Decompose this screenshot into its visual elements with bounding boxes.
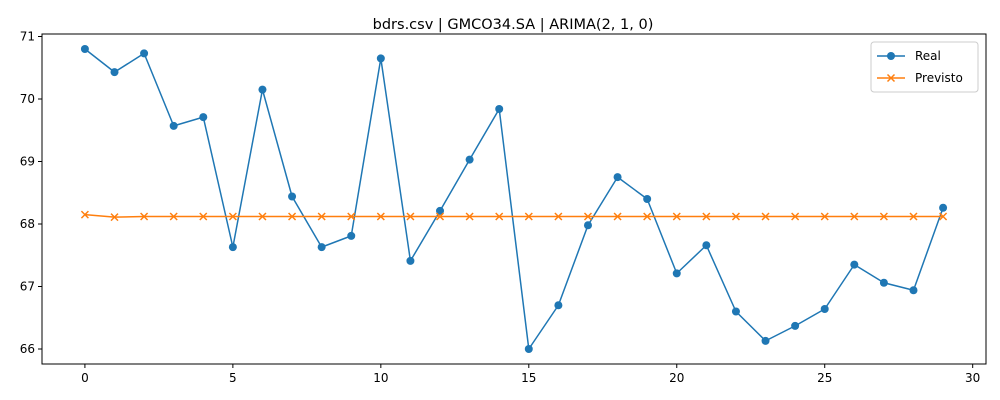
legend: Real Previsto: [870, 41, 979, 93]
data-point-previsto: [110, 213, 119, 222]
data-point-real: [376, 54, 385, 63]
y-tick-label: 66: [20, 342, 35, 356]
data-point-real: [317, 243, 326, 252]
data-point-real: [850, 260, 859, 269]
data-point-previsto: [495, 212, 504, 221]
data-point-real: [140, 49, 149, 58]
data-point-previsto: [672, 212, 681, 221]
y-tick-label: 71: [20, 30, 35, 44]
data-point-real: [199, 113, 208, 122]
data-point-real: [643, 195, 652, 203]
plot-area: [42, 34, 986, 364]
data-point-previsto: [643, 212, 652, 221]
data-point-real: [791, 321, 800, 330]
x-tick-label: 30: [965, 371, 980, 385]
data-point-previsto: [761, 212, 770, 221]
legend-label-previsto: Previsto: [915, 71, 963, 85]
data-point-previsto: [406, 212, 415, 221]
data-point-previsto: [199, 212, 208, 221]
data-point-previsto: [317, 212, 326, 221]
data-point-previsto: [613, 212, 622, 221]
y-tick-label: 68: [20, 217, 35, 231]
data-point-real: [288, 192, 297, 201]
data-point-previsto: [909, 212, 918, 221]
x-tick-label: 15: [521, 371, 536, 385]
data-point-real: [583, 221, 592, 230]
data-point-previsto: [288, 212, 297, 221]
data-point-real: [228, 243, 237, 252]
data-point-real: [406, 256, 415, 265]
data-point-real: [820, 305, 829, 313]
data-point-previsto: [258, 212, 267, 221]
data-point-real: [80, 45, 89, 53]
data-point-previsto: [731, 212, 740, 221]
data-point-previsto: [879, 212, 888, 221]
x-tick-label: 25: [817, 371, 832, 385]
x-tick-label: 0: [81, 371, 89, 385]
data-point-previsto: [347, 212, 356, 221]
data-point-previsto: [524, 212, 533, 221]
data-point-previsto: [169, 212, 178, 221]
legend-previsto-marker: [886, 73, 896, 83]
data-point-previsto: [939, 212, 948, 221]
data-point-previsto: [554, 212, 563, 221]
x-tick-label: 20: [669, 371, 684, 385]
data-point-real: [672, 269, 681, 278]
data-point-previsto: [435, 212, 445, 221]
data-point-real: [258, 85, 267, 94]
data-point-real: [436, 206, 445, 215]
data-point-previsto: [228, 212, 237, 221]
data-point-real: [879, 278, 888, 287]
data-point-real: [761, 336, 770, 345]
data-point-previsto: [820, 212, 829, 221]
data-point-real: [702, 241, 711, 250]
data-point-previsto: [791, 212, 800, 221]
series-line-previsto: [84, 213, 944, 218]
data-point-previsto: [80, 210, 89, 219]
axes-layer: 0 5 10 15 20 25 30 66 67 68 69 70 71: [20, 30, 987, 385]
data-point-real: [347, 231, 356, 240]
data-point-previsto: [465, 212, 474, 221]
data-point-real: [524, 345, 533, 353]
y-tick-label: 70: [20, 92, 35, 106]
plot-frame: [41, 33, 987, 365]
data-point-real: [465, 155, 474, 164]
x-tick-label: 10: [373, 371, 388, 385]
data-point-real: [909, 286, 918, 295]
y-tick-label: 67: [20, 280, 35, 294]
data-point-real: [495, 105, 504, 113]
chart-title: bdrs.csv | GMCO34.SA | ARIMA(2, 1, 0): [373, 17, 654, 33]
data-point-previsto: [850, 212, 859, 221]
legend-label-real: Real: [915, 49, 941, 63]
y-tick-label: 69: [20, 155, 35, 169]
x-tick-label: 5: [229, 371, 237, 385]
series-line-real: [84, 48, 944, 350]
data-point-real: [731, 307, 740, 316]
data-point-real: [110, 68, 119, 77]
series-layer: [80, 45, 948, 353]
data-point-real: [939, 203, 948, 212]
data-point-previsto: [140, 212, 149, 221]
data-point-previsto: [583, 212, 593, 221]
legend-box: [870, 41, 979, 93]
data-point-real: [554, 301, 563, 310]
legend-real-marker: [887, 52, 895, 60]
data-point-real: [169, 121, 178, 130]
data-point-real: [613, 173, 622, 182]
data-point-previsto: [376, 212, 385, 221]
data-point-previsto: [702, 212, 711, 221]
